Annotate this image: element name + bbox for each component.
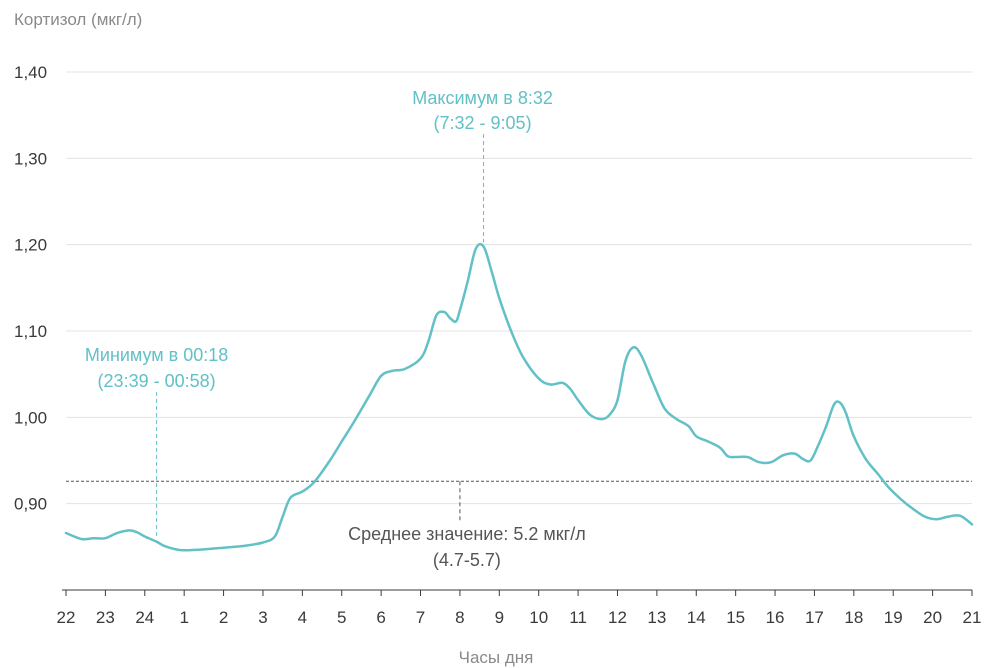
x-tick-label: 3 [258,608,267,627]
annotations: Максимум в 8:32 (7:32 - 9:05) Минимум в 00… [85,88,586,570]
max-annotation-range: (7:32 - 9:05) [434,113,532,133]
x-tick-label: 7 [416,608,425,627]
x-tick-label: 12 [608,608,627,627]
cortisol-series-line [64,242,974,552]
x-tick-label: 23 [96,608,115,627]
mean-annotation-range: (4.7-5.7) [433,550,501,570]
x-tick-label: 22 [57,608,76,627]
min-annotation-title: Минимум в 00:18 [85,345,228,365]
max-annotation-title: Максимум в 8:32 [412,88,553,108]
y-axis-title: Кортизол (мкг/л) [14,10,142,29]
y-tick-labels: 1,40 1,30 1,20 1,10 1,00 0,90 [14,63,47,514]
x-tick-label: 15 [726,608,745,627]
x-tick-label: 8 [455,608,464,627]
x-tick-label: 16 [766,608,785,627]
y-tick-label: 1,00 [14,408,47,427]
x-tick-label: 2 [219,608,228,627]
x-tick-label: 5 [337,608,346,627]
x-tick-label: 4 [298,608,307,627]
y-tick-label: 1,20 [14,236,47,255]
x-tick-label: 11 [569,608,587,627]
x-tick-label: 9 [495,608,504,627]
min-annotation-range: (23:39 - 00:58) [98,371,216,391]
x-tick-label: 6 [376,608,385,627]
x-tick-label: 1 [179,608,188,627]
x-axis-title: Часы дня [459,648,534,667]
x-tick-label: 17 [805,608,824,627]
x-tick-label: 21 [963,608,982,627]
x-tick-label: 13 [647,608,666,627]
series-layer [64,242,974,552]
x-tick-label: 20 [923,608,942,627]
x-axis: 22 23 24 1 2 3 4 5 6 7 8 9 10 11 12 13 14 15 16 17 18 19 20 21 [57,589,982,627]
x-tick-label: 14 [687,608,706,627]
gridlines [66,71,972,505]
x-tick-label: 18 [844,608,863,627]
x-tick-label: 10 [529,608,548,627]
y-tick-label: 1,30 [14,149,47,168]
mean-annotation-title: Среднее значение: 5.2 мкг/л [348,524,586,544]
y-tick-label: 0,90 [14,495,47,514]
x-tick-label: 24 [135,608,154,627]
y-tick-label: 1,10 [14,322,47,341]
y-tick-label: 1,40 [14,63,47,82]
x-tick-label: 19 [884,608,903,627]
